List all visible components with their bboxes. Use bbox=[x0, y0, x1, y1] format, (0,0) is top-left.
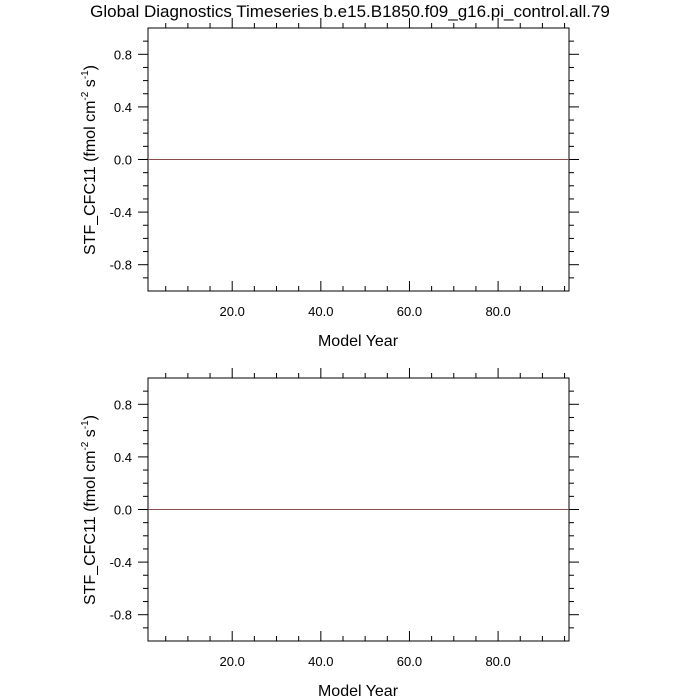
chart-title: Global Diagnostics Timeseries b.e15.B185… bbox=[90, 2, 610, 21]
y-tick-label: 0.8 bbox=[114, 397, 132, 412]
y-axis-label-end: ) bbox=[82, 415, 99, 420]
y-axis-label-exp1: -2 bbox=[80, 91, 91, 100]
y-axis-label-mid: s bbox=[82, 429, 99, 441]
y-axis-label-exp2: -1 bbox=[80, 420, 91, 429]
y-tick-label: 0.4 bbox=[114, 100, 132, 115]
y-axis-label-exp1: -2 bbox=[80, 441, 91, 450]
y-axis-label: STF_CFC11 (fmol cm-2 s-1) bbox=[80, 415, 99, 605]
y-tick-label: -0.8 bbox=[110, 608, 132, 623]
y-axis-label-end: ) bbox=[82, 65, 99, 70]
y-tick-label: 0.0 bbox=[114, 503, 132, 518]
x-tick-label: 20.0 bbox=[220, 304, 245, 319]
y-tick-label: 0.8 bbox=[114, 47, 132, 62]
x-tick-label: 40.0 bbox=[308, 654, 333, 669]
x-axis-label: Model Year bbox=[318, 683, 399, 700]
y-axis-label-base: STF_CFC11 (fmol cm bbox=[82, 451, 99, 605]
y-tick-label: -0.8 bbox=[110, 258, 132, 273]
x-tick-label: 80.0 bbox=[485, 304, 510, 319]
top-panel: Model Year STF_CFC11 (fmol cm-2 s-1) 20.… bbox=[80, 18, 579, 350]
y-axis-label: STF_CFC11 (fmol cm-2 s-1) bbox=[80, 65, 99, 255]
y-axis-label-exp2: -1 bbox=[80, 70, 91, 79]
x-tick-label: 20.0 bbox=[220, 654, 245, 669]
y-tick-label: 0.4 bbox=[114, 450, 132, 465]
y-tick-label: 0.0 bbox=[114, 153, 132, 168]
y-tick-label: -0.4 bbox=[110, 555, 132, 570]
y-axis-label-mid: s bbox=[82, 79, 99, 91]
bottom-panel: Model Year STF_CFC11 (fmol cm-2 s-1) 20.… bbox=[80, 368, 579, 700]
x-axis-label: Model Year bbox=[318, 333, 399, 350]
x-tick-label: 80.0 bbox=[485, 654, 510, 669]
x-tick-label: 60.0 bbox=[397, 654, 422, 669]
y-tick-label: -0.4 bbox=[110, 205, 132, 220]
y-axis-label-base: STF_CFC11 (fmol cm bbox=[82, 101, 99, 255]
x-tick-label: 60.0 bbox=[397, 304, 422, 319]
x-tick-label: 40.0 bbox=[308, 304, 333, 319]
